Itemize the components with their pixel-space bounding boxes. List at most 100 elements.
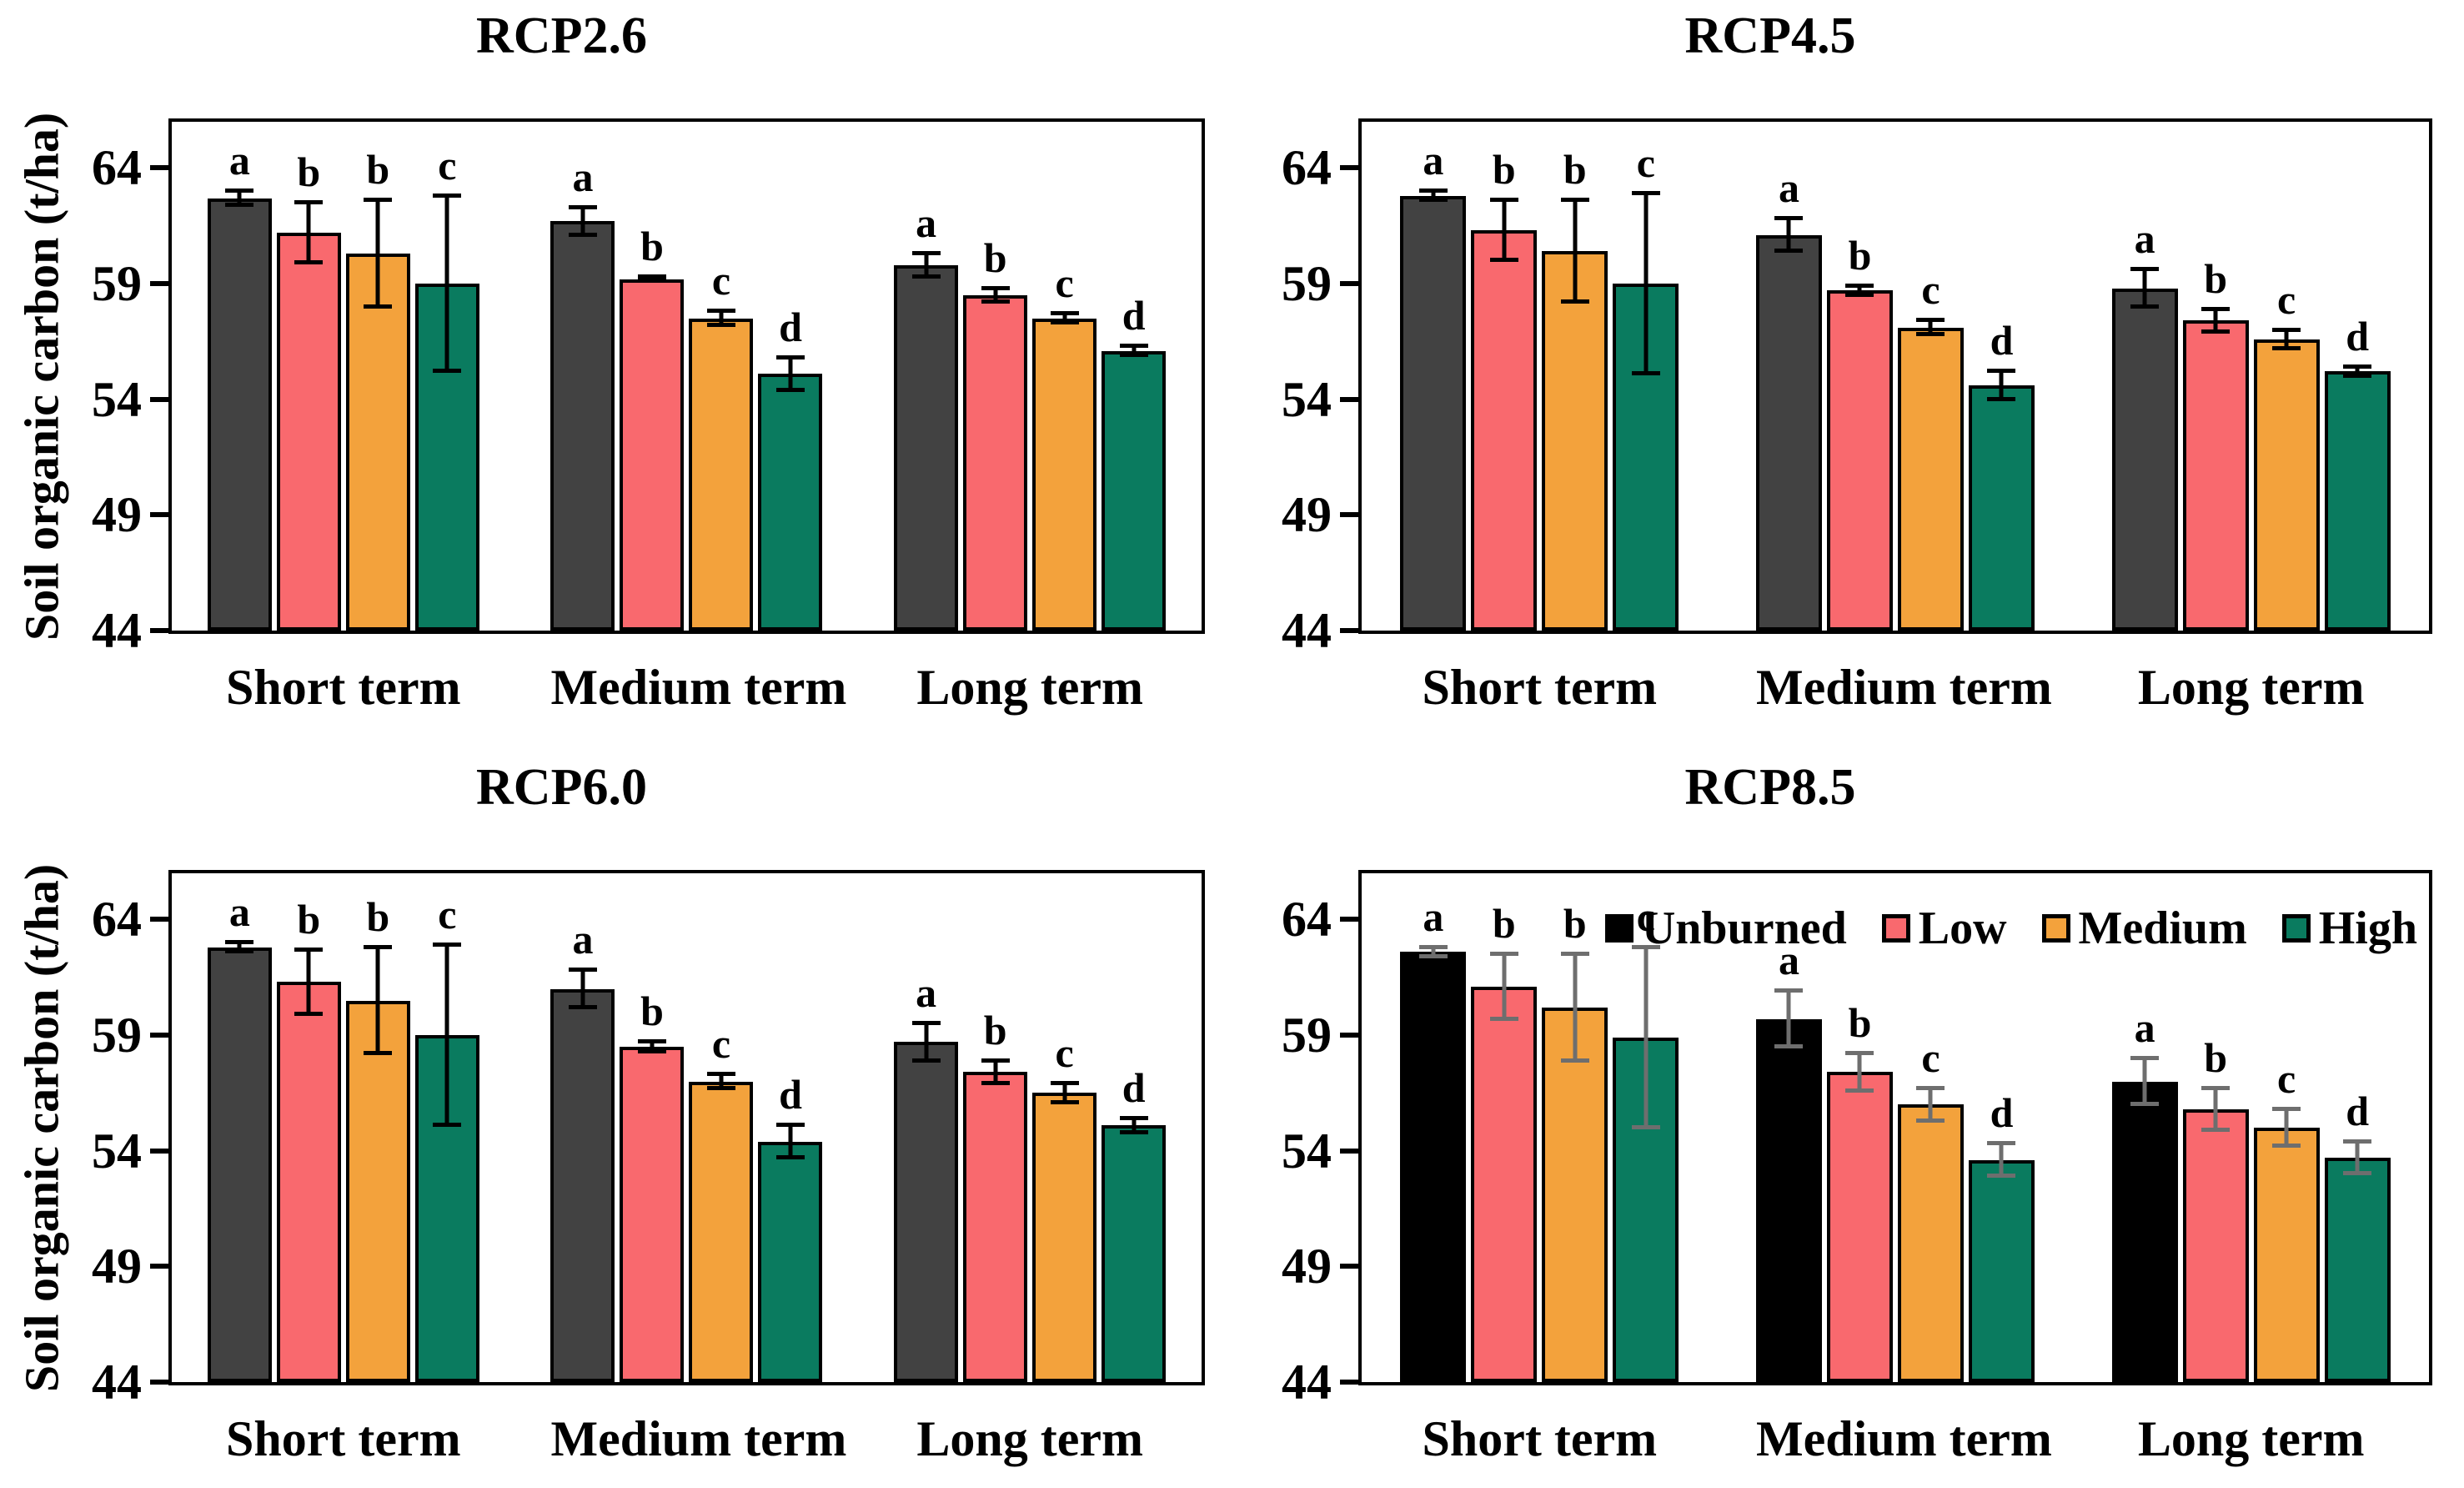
panel-rcp45: RCP4.5 64 59 54 49 44 a b b c a b c d a b c d Short term M… (1282, 8, 2432, 715)
significance-letter: b (366, 146, 390, 194)
bar-group-long-term: a b c d (2111, 873, 2391, 1382)
y-tick-mark (1340, 1148, 1362, 1154)
bar-high (758, 1141, 823, 1382)
significance-letter: d (1990, 1089, 2014, 1137)
bar-unburned (1755, 1018, 1822, 1382)
bar-unburned (2111, 1081, 2178, 1382)
error-bar-cap (1050, 311, 1079, 316)
bar-slot: a (2111, 873, 2178, 1382)
error-bar-cap (1560, 952, 1589, 957)
y-tick-mark (1340, 512, 1362, 518)
y-tick-label: 54 (92, 371, 142, 427)
bar-slot: a (207, 873, 272, 1382)
significance-letter: a (228, 137, 250, 184)
error-bar-cap (364, 1051, 393, 1056)
error-bar-cap (568, 204, 597, 209)
legend-swatch-icon (2041, 914, 2070, 943)
error-bar (306, 203, 311, 264)
error-bar-cap (294, 1012, 324, 1017)
panel-title-rcp85: RCP8.5 (1684, 759, 1856, 816)
bar-slot: c (2253, 873, 2320, 1382)
significance-letter: c (1921, 1033, 1940, 1081)
bar-high (1968, 385, 2035, 631)
error-bar-cap (1774, 249, 1804, 254)
significance-letter: b (1848, 999, 1872, 1047)
legend-item-unburned: Unburned (1604, 902, 1847, 955)
bar-slot: b (276, 873, 341, 1382)
error-bar-cap (637, 1039, 666, 1044)
error-bar-cap (1560, 299, 1589, 304)
error-bar (2142, 1058, 2147, 1105)
y-tick-mark (1340, 1264, 1362, 1269)
bar-slot: b (276, 122, 341, 631)
y-tick-label: 59 (1282, 256, 1332, 312)
error-bar-cap (1916, 1085, 1945, 1090)
x-axis-labels: Short term Medium term Long term (172, 1410, 1202, 1468)
bar-slot: a (894, 873, 959, 1382)
y-tick-mark (150, 1380, 172, 1385)
bar-slot: d (1968, 873, 2035, 1382)
error-bar-cap (1418, 953, 1448, 958)
y-tick-label: 49 (1282, 1239, 1332, 1294)
bar-slot: b (345, 873, 410, 1382)
bar-slot: c (689, 122, 754, 631)
error-bar-cap (775, 1155, 805, 1160)
error-bar (580, 970, 585, 1008)
error-bar-cap (1560, 198, 1589, 203)
bar-low (620, 279, 685, 631)
error-bar-cap (911, 1021, 941, 1026)
y-tick-mark (150, 1264, 172, 1269)
error-bar-cap (225, 949, 254, 954)
bar-slot: b (1471, 122, 1538, 631)
error-bar-cap (1418, 189, 1448, 194)
y-tick-mark (150, 281, 172, 287)
bar-slot: a (2111, 122, 2178, 631)
bar-slot: c (414, 873, 479, 1382)
significance-letter: b (1848, 231, 1872, 279)
significance-letter: d (2346, 1087, 2370, 1134)
bar-slot: d (1102, 873, 1167, 1382)
y-tick-label: 49 (92, 1239, 142, 1294)
legend-label: Low (1918, 902, 2007, 954)
error-bar-cap (1845, 292, 1874, 297)
significance-letter: c (711, 1020, 731, 1068)
error-bar-cap (568, 968, 597, 973)
significance-letter: c (1636, 892, 1655, 940)
bar-slot: c (689, 873, 754, 1382)
error-bar-cap (1845, 1088, 1874, 1093)
significance-letter: a (2134, 215, 2155, 263)
error-bar-cap (2201, 1085, 2231, 1090)
y-tick-label: 54 (1282, 371, 1332, 427)
legend-label: Unburned (1641, 902, 1847, 954)
error-bar-cap (1631, 371, 1660, 376)
error-bar-cap (1987, 369, 2016, 374)
significance-letter: c (2277, 275, 2296, 323)
error-bar (788, 357, 793, 390)
error-bar (1928, 1088, 1933, 1121)
error-bar-cap (1050, 1081, 1079, 1086)
bar-slot: a (1755, 122, 1822, 631)
error-bar-cap (2343, 364, 2372, 369)
significance-letter: d (779, 303, 802, 350)
legend-swatch-icon (1881, 914, 1910, 943)
significance-letter: b (2204, 1033, 2228, 1081)
error-bar-cap (1916, 332, 1945, 337)
bar-slot: b (620, 873, 685, 1382)
error-bar (375, 200, 380, 307)
bar-medium (1032, 318, 1097, 631)
bar-medium (689, 318, 754, 631)
error-bar (1999, 1144, 2004, 1177)
error-bar-cap (1631, 1125, 1660, 1129)
y-tick-mark (150, 917, 172, 922)
bar-high (758, 374, 823, 631)
panel-rcp85: RCP8.5 Unburned Low Medium High 64 59 54 49 44 a… (1282, 759, 2432, 1466)
error-bar-cap (1560, 1058, 1589, 1063)
bar-slot: d (2324, 122, 2391, 631)
error-bar (375, 947, 380, 1054)
significance-letter: d (779, 1071, 802, 1119)
panel-rcp60: RCP6.0 Soil organic carbon (t/ha) 64 59 54… (15, 759, 1205, 1466)
bar-medium (345, 1000, 410, 1382)
significance-letter: b (983, 1006, 1007, 1053)
